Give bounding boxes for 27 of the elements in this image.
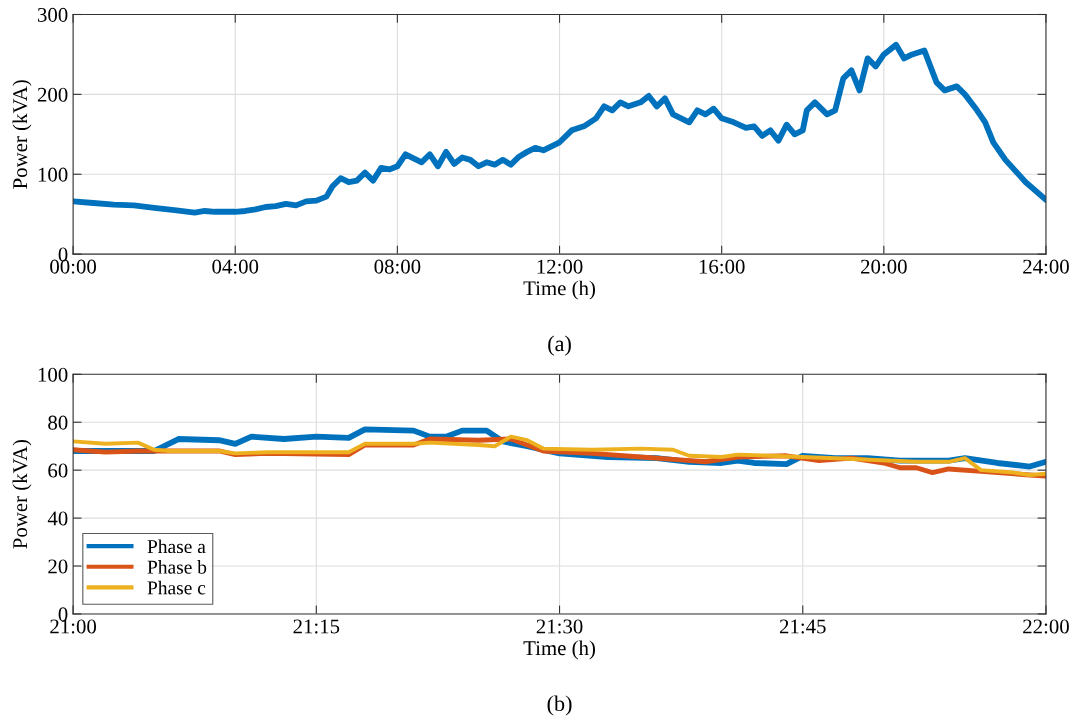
x-tick-label: 12:00	[537, 259, 583, 274]
y-tick-label: 100	[38, 167, 68, 182]
legend-label: Phase a	[147, 539, 206, 554]
y-tick-label: 40	[47, 511, 68, 526]
y-tick-label: 200	[37, 87, 68, 102]
x-tick-label: 20:00	[861, 259, 907, 274]
text: (a)	[548, 335, 571, 356]
x-tick-label: 21:45	[779, 619, 826, 634]
y-tick-label: 60	[48, 463, 68, 478]
x-tick-label: 08:00	[374, 259, 421, 274]
y-tick-label: 300	[37, 7, 68, 22]
y-axis-title: Power (kVA)	[12, 80, 32, 189]
x-tick-label: 22:00	[1023, 619, 1069, 634]
y-tick-label: 100	[38, 367, 68, 382]
x-tick-label: 16:00	[699, 259, 745, 274]
x-tick-label: 21:30	[536, 619, 583, 634]
text: (b)	[547, 695, 572, 716]
x-axis-title: Time (h)	[523, 280, 595, 300]
x-tick-label: 24:00	[1023, 259, 1069, 274]
x-tick-label: 04:00	[212, 259, 259, 274]
legend-label: Phase c	[147, 580, 206, 595]
y-tick-label: 20	[48, 559, 68, 574]
y-axis-title: Power (kVA)	[12, 439, 32, 549]
legend-label: Phase b	[147, 560, 207, 574]
y-tick-label: 80	[48, 415, 68, 430]
x-axis-title: Time (h)	[523, 640, 595, 660]
x-tick-label: 21:15	[293, 619, 340, 634]
